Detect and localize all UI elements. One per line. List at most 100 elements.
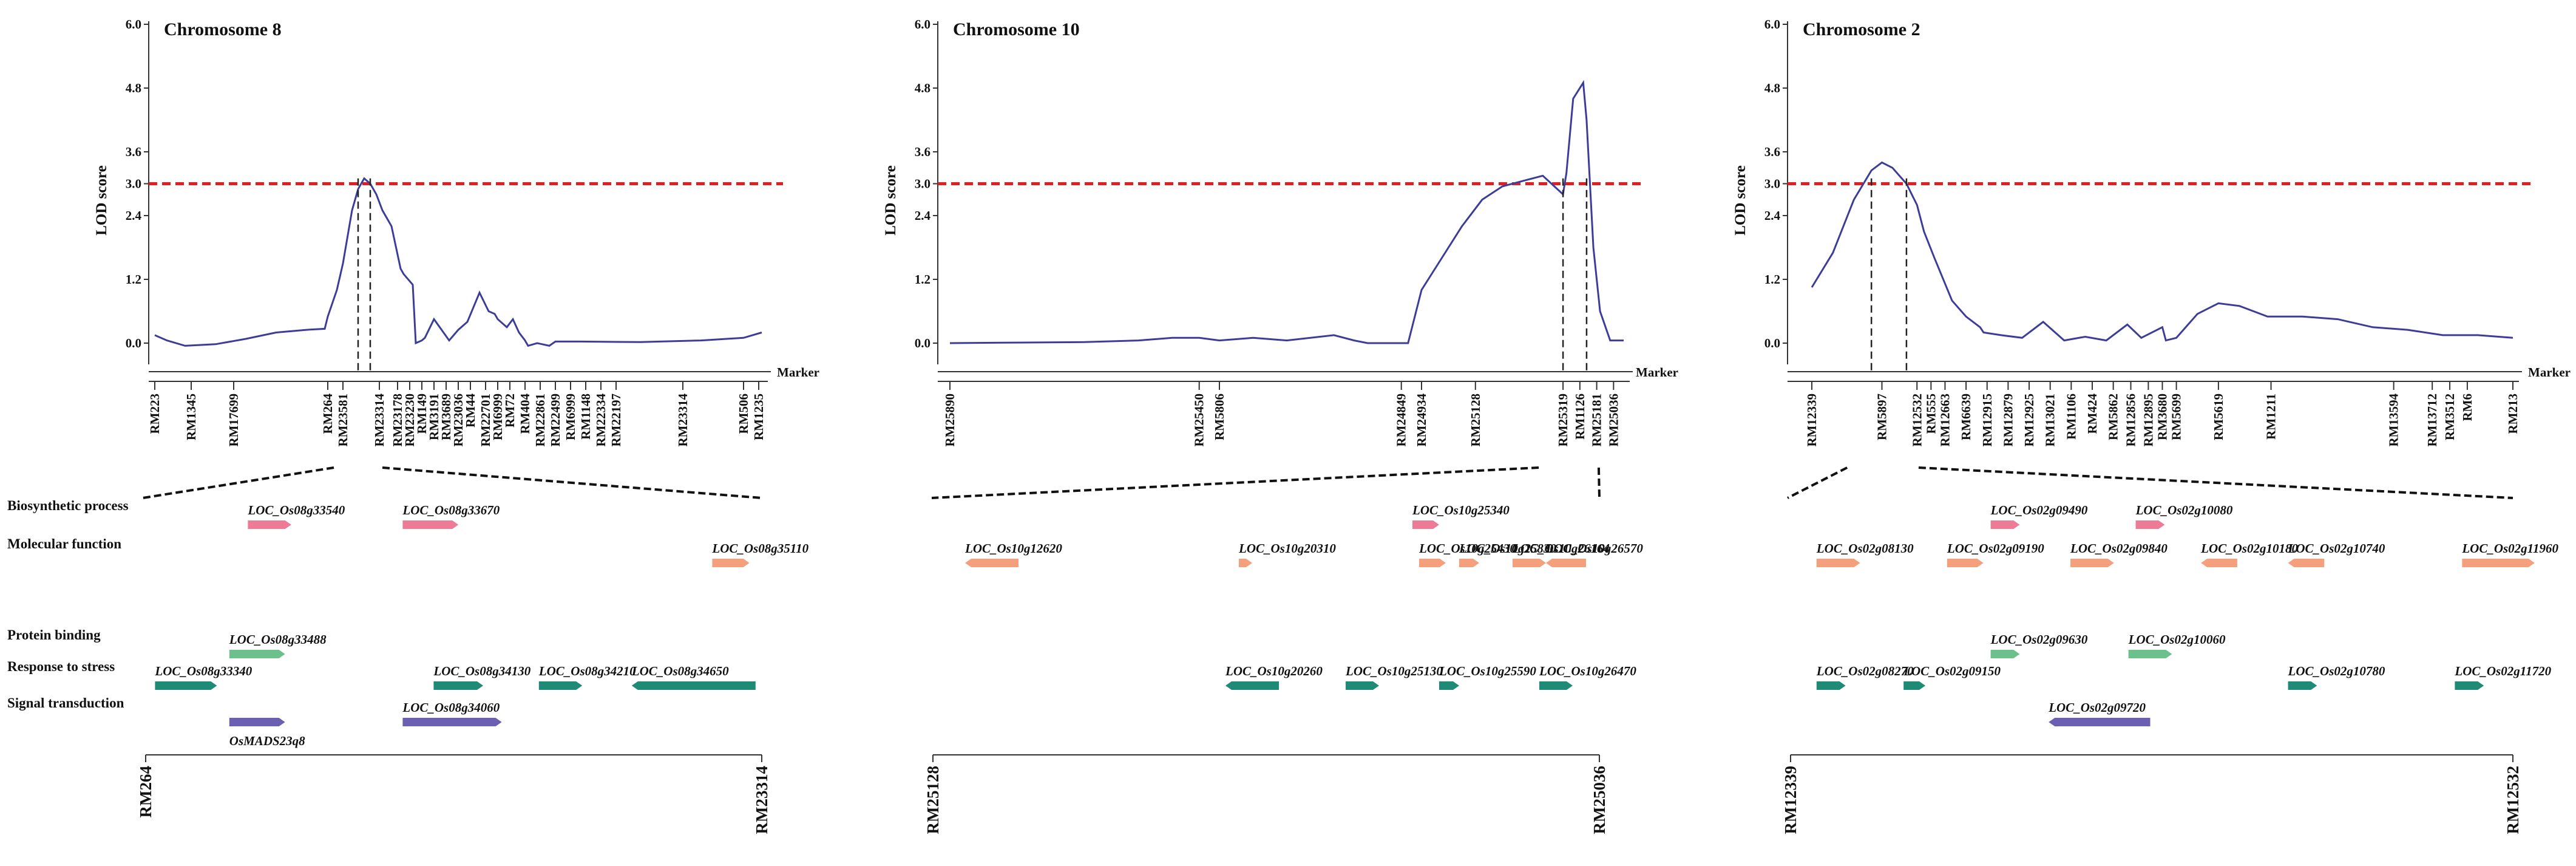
marker-label: RM12925 — [2022, 394, 2036, 447]
gene-arrow — [248, 520, 291, 529]
category-labels: Biosynthetic process Molecular function Pr… — [7, 498, 129, 711]
gene-label: LOC_Os08g35110 — [711, 541, 808, 556]
category-label-2: Protein binding — [7, 627, 101, 643]
gene-arrow — [965, 559, 1019, 567]
gene-arrow — [1346, 681, 1379, 690]
gene-arrow — [433, 681, 483, 690]
y-tick-label: 0.0 — [126, 336, 141, 350]
x-axis-label: Marker — [2528, 365, 2571, 380]
marker-label: RM5862 — [2106, 394, 2121, 440]
x-axis-label: Marker — [1636, 365, 1678, 380]
y-tick-label: 3.6 — [1764, 145, 1780, 159]
chart-title: Chromosome 10 — [953, 19, 1080, 39]
interval-end-label: RM12339 — [1781, 766, 1800, 834]
marker-label: RM5699 — [2169, 394, 2184, 440]
marker-label: RM149 — [415, 394, 429, 434]
marker-label: RM555 — [1924, 394, 1938, 434]
gene-arrow — [2049, 718, 2151, 726]
marker-label: RM12895 — [2141, 394, 2155, 447]
y-tick-label: 3.6 — [915, 145, 930, 159]
lod-curve — [154, 177, 762, 347]
gene-label: LOC_Os08g33340 — [154, 664, 252, 678]
y-tick-label: 3.0 — [126, 177, 141, 191]
gene-arrow — [631, 681, 756, 690]
y-tick-label: 1.2 — [915, 272, 930, 287]
gene-arrow — [229, 650, 285, 658]
marker-label: RM12879 — [2001, 394, 2015, 447]
y-tick-label: 3.6 — [126, 145, 141, 159]
y-axis-label: LOD score — [1732, 165, 1749, 236]
category-label-1: Molecular function — [7, 536, 121, 551]
marker-label: RM23314 — [676, 394, 690, 447]
gene-arrow — [1990, 650, 2020, 658]
marker-label: RM6 — [2460, 394, 2475, 421]
gene-label: LOC_Os02g10180 — [2200, 541, 2298, 556]
chromosome-panel-10: 0.0 1.2 2.4 3.0 3.6 4.8 6.0 LOD score Chromosome… — [883, 17, 1678, 834]
gene-label: LOC_Os10g25130 — [1345, 664, 1443, 678]
gene-arrow — [1412, 520, 1439, 529]
gene-arrow — [2455, 681, 2484, 690]
gene-arrow — [1419, 559, 1446, 567]
marker-label: RM22499 — [548, 394, 563, 447]
gene-label: LOC_Os10g20260 — [1225, 664, 1323, 678]
marker-label: RM22197 — [609, 394, 623, 447]
marker-label: RM24934 — [1414, 394, 1429, 447]
marker-label: RM23036 — [451, 394, 466, 447]
y-tick-label: 2.4 — [126, 208, 142, 223]
marker-label: RM5806 — [1212, 394, 1227, 440]
marker-label: RM13021 — [2043, 394, 2058, 447]
zoom-connector-right — [382, 466, 762, 499]
gene-arrow — [1546, 559, 1586, 567]
marker-label: RM3512 — [2442, 394, 2457, 440]
interval-end-label: RM25036 — [1590, 766, 1608, 834]
gene-label: LOC_Os02g08270 — [1816, 664, 1914, 678]
gene-arrow — [155, 681, 217, 690]
chromosome-panel-2: 0.0 1.2 2.4 3.0 3.6 4.8 6.0 LOD score Chromosome… — [1732, 17, 2571, 834]
gene-label: LOC_Os02g10060 — [2128, 632, 2226, 647]
marker-label: RM1106 — [2064, 394, 2078, 440]
marker-label: RM506 — [736, 394, 751, 434]
y-tick-label: 6.0 — [1764, 17, 1780, 32]
gene-label: LOC_Os08g34650 — [631, 664, 729, 678]
marker-label: RM5897 — [1875, 394, 1890, 440]
marker-label: RM72 — [503, 394, 517, 428]
marker-label: RM23581 — [336, 394, 350, 447]
gene-label: LOC_Os10g12620 — [964, 541, 1062, 556]
y-tick-label: 2.4 — [1764, 208, 1781, 223]
zoom-connector-right — [1918, 466, 2513, 499]
marker-label: RM12339 — [1805, 394, 1819, 447]
marker-label: RM23314 — [372, 394, 387, 447]
chart-title: Chromosome 2 — [1803, 19, 1920, 39]
marker-label: RM23178 — [390, 394, 405, 447]
marker-label: RM25319 — [1556, 394, 1570, 447]
y-tick-label: 6.0 — [126, 17, 141, 32]
zoom-connector-left — [142, 466, 334, 499]
gene-label: LOC_Os02g11960 — [2461, 541, 2558, 556]
gene-label: LOC_Os08g34130 — [433, 664, 530, 678]
gene-label: OsMADS23q8 — [229, 734, 305, 748]
y-axis-label: LOD score — [883, 165, 899, 236]
gene-arrow — [2462, 559, 2535, 567]
marker-label: RM17699 — [226, 394, 241, 447]
gene-label: LOC_Os08g34210 — [538, 664, 636, 678]
marker-label: RM25890 — [943, 394, 957, 447]
gene-label: LOC_Os10g20310 — [1238, 541, 1336, 556]
gene-arrow — [229, 718, 285, 726]
gene-label: LOC_Os10g25590 — [1439, 664, 1536, 678]
gene-label: LOC_Os10g25830 — [1459, 541, 1556, 556]
gene-label: LOC_Os02g09490 — [1990, 503, 2088, 517]
gene-arrow — [2288, 559, 2325, 567]
marker-label: RM3680 — [2155, 394, 2170, 440]
marker-label: RM404 — [518, 394, 532, 434]
y-tick-label: 0.0 — [915, 336, 930, 350]
gene-label: LOC_Os10g25430 — [1418, 541, 1516, 556]
marker-label: RM12663 — [1937, 394, 1952, 447]
marker-label: RM44 — [463, 394, 478, 428]
gene-arrow — [538, 681, 583, 690]
marker-label: RM6639 — [1959, 394, 1973, 440]
marker-label: RM22701 — [478, 394, 493, 447]
zoom-connector-left — [1787, 466, 1848, 499]
marker-label: RM1211 — [2264, 394, 2279, 440]
gene-arrow — [402, 520, 459, 529]
